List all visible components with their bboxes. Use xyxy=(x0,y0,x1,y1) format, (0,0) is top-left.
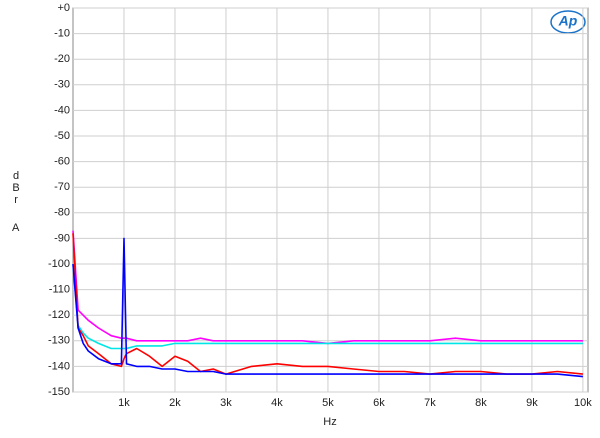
logo-text: Ap xyxy=(558,13,578,29)
y-tick-label: -80 xyxy=(54,207,70,219)
y-tick-label: -100 xyxy=(48,258,70,270)
y-tick-label: -140 xyxy=(48,360,70,372)
x-tick-label: 6k xyxy=(373,397,385,409)
y-tick-label: -120 xyxy=(48,309,70,321)
y-tick-label: -30 xyxy=(54,79,70,91)
y-axis-label: dBr xyxy=(10,170,22,206)
y-tick-label: -60 xyxy=(54,156,70,168)
series-line xyxy=(72,230,583,345)
x-tick-label: 1k xyxy=(118,397,130,409)
x-tick-label: 7k xyxy=(424,397,436,409)
plot-frame xyxy=(72,7,589,393)
x-tick-label: 3k xyxy=(220,397,232,409)
y-tick-label: -90 xyxy=(54,232,70,244)
y-tick-label: -20 xyxy=(54,53,70,65)
x-tick-label: 8k xyxy=(475,397,487,409)
x-tick-label: 2k xyxy=(169,397,181,409)
x-tick-label: 10k xyxy=(574,397,592,409)
series-line xyxy=(72,263,583,350)
y-tick-label: -130 xyxy=(48,335,70,347)
x-tick-label: 5k xyxy=(322,397,334,409)
y-tick-label: -40 xyxy=(54,104,70,116)
logo-ring xyxy=(550,10,586,34)
y-tick-label: -70 xyxy=(54,181,70,193)
x-tick-label: 9k xyxy=(526,397,538,409)
x-tick-label: 4k xyxy=(271,397,283,409)
y-tick-label: -150 xyxy=(48,386,70,398)
logo: Ap xyxy=(550,10,586,34)
y-tick-label: -110 xyxy=(49,284,70,296)
y-axis-unit: A xyxy=(12,222,20,234)
x-axis-label: Hz xyxy=(323,416,336,428)
y-tick-label: -10 xyxy=(54,28,70,40)
y-tick-label: -50 xyxy=(54,130,70,142)
y-tick-label: +0 xyxy=(57,2,70,14)
series-line xyxy=(72,237,583,378)
